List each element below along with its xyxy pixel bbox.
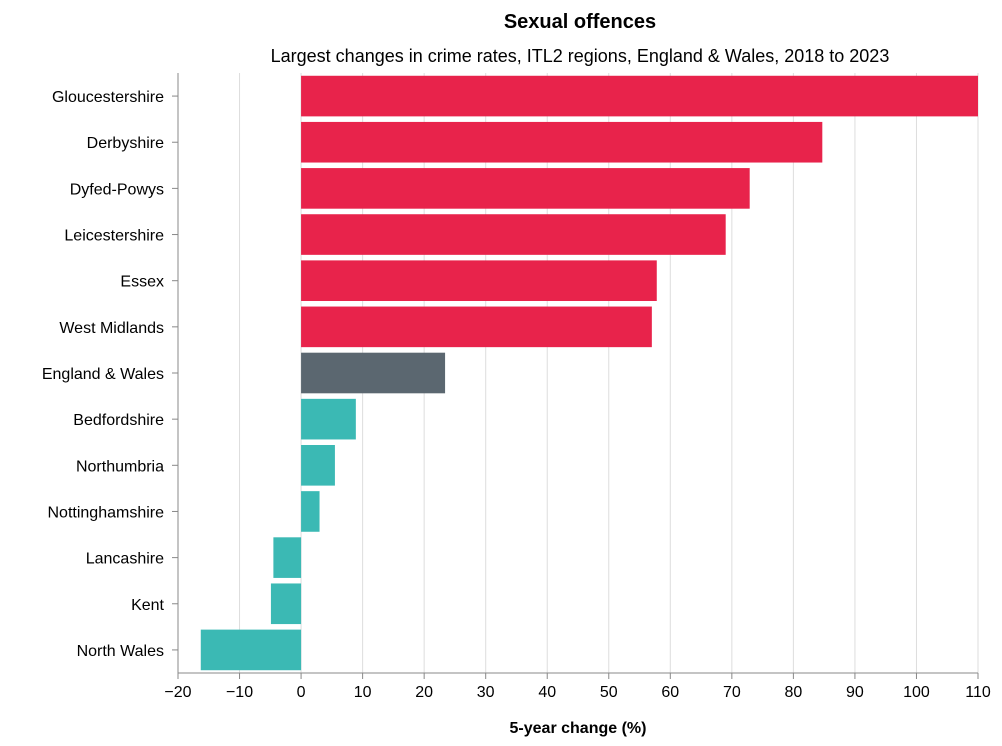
bar-north-wales: [200, 629, 302, 671]
bar-leicestershire: [301, 214, 726, 255]
y-tick-label-lancashire: Lancashire: [86, 551, 164, 568]
y-tick-label-kent: Kent: [131, 597, 164, 614]
x-tick-label-13: 110: [965, 684, 991, 701]
y-tick-label-northumbria: Northumbria: [76, 458, 164, 475]
bar-gloucestershire: [301, 75, 979, 117]
x-tick-label-6: 40: [538, 684, 556, 701]
bar-west-midlands: [301, 306, 652, 348]
y-tick-label-gloucestershire: Gloucestershire: [52, 89, 164, 106]
x-tick-label-10: 80: [784, 684, 802, 701]
x-axis: −20 −10 0 10 20 30 40 50 60 70 80 90 100 110: [164, 672, 991, 701]
x-tick-label-8: 60: [661, 684, 679, 701]
x-tick-label-7: 50: [600, 684, 618, 701]
y-axis: Gloucestershire Derbyshire Dyfed-Powys Leic…: [42, 73, 179, 673]
bar-england-wales: [301, 352, 446, 394]
y-tick-label-leicestershire: Leicestershire: [64, 228, 164, 245]
x-tick-label-5: 30: [477, 684, 495, 701]
bars: [200, 75, 979, 671]
y-tick-label-north-wales: North Wales: [77, 643, 164, 660]
gridlines: [177, 73, 979, 673]
x-tick-label-12: 100: [903, 684, 930, 701]
bar-derbyshire: [301, 121, 823, 163]
x-tick-label-9: 70: [723, 684, 741, 701]
bar-lancashire: [273, 537, 302, 578]
y-tick-label-dyfed-powys: Dyfed-Powys: [70, 181, 164, 198]
y-tick-label-bedfordshire: Bedfordshire: [73, 412, 164, 429]
y-tick-label-west-midlands: West Midlands: [59, 320, 164, 337]
bar-nottinghamshire: [301, 491, 320, 532]
x-tick-label-1: −10: [226, 684, 253, 701]
x-tick-label-2: 0: [297, 684, 306, 701]
chart-subtitle: Largest changes in crime rates, ITL2 reg…: [271, 46, 890, 66]
x-tick-label-11: 90: [846, 684, 864, 701]
chart-title: Sexual offences: [504, 11, 656, 33]
x-tick-label-0: −20: [164, 684, 191, 701]
y-tick-label-essex: Essex: [120, 274, 164, 291]
bar-bedfordshire: [301, 398, 356, 440]
bar-dyfed-powys: [301, 168, 750, 209]
x-tick-label-4: 20: [415, 684, 433, 701]
bar-essex: [301, 260, 657, 301]
y-tick-label-nottinghamshire: Nottinghamshire: [48, 504, 165, 521]
y-tick-label-england-wales: England & Wales: [42, 366, 164, 383]
y-tick-label-derbyshire: Derbyshire: [87, 135, 164, 152]
x-axis-title: 5-year change (%): [510, 720, 647, 737]
x-tick-label-3: 10: [354, 684, 372, 701]
bar-kent: [270, 583, 302, 625]
bar-northumbria: [301, 445, 335, 486]
